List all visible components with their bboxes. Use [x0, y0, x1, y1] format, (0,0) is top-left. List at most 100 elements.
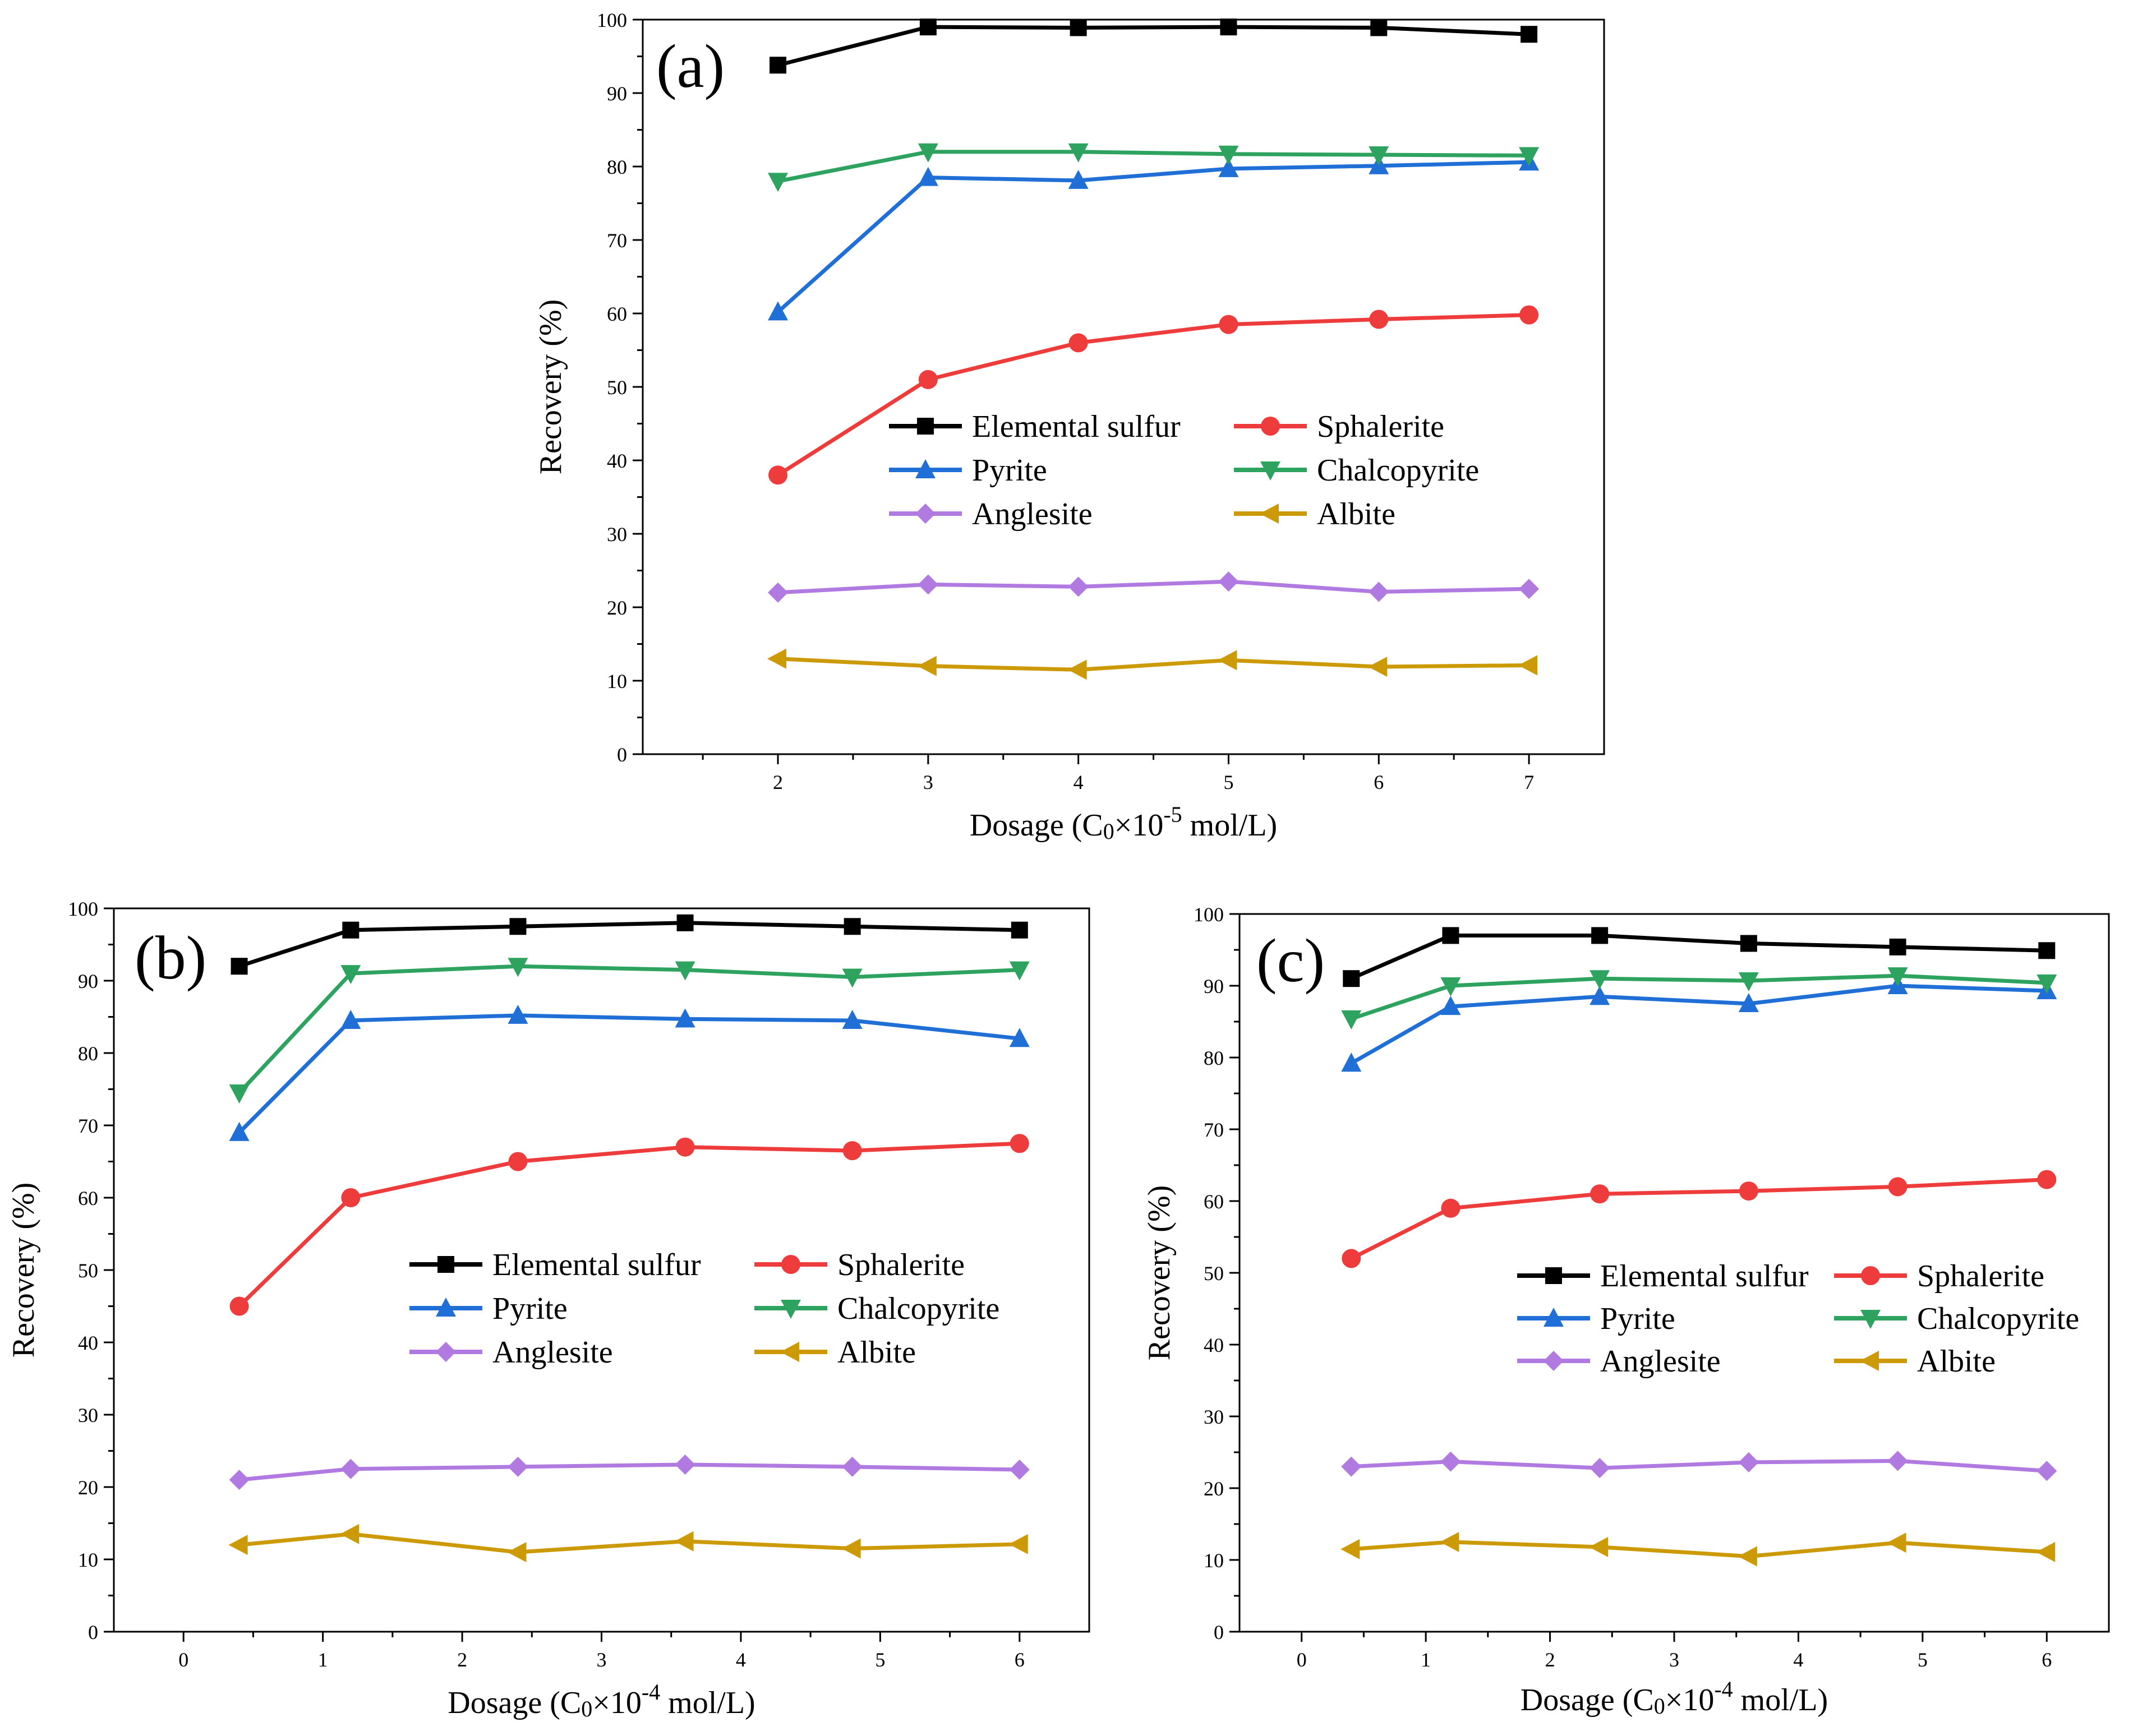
data-point-chalcopyrite	[675, 961, 695, 981]
y-tick-label: 20	[1204, 1478, 1224, 1500]
data-point-anglesite	[1440, 1451, 1461, 1472]
y-tick-label: 30	[1204, 1406, 1224, 1428]
y-tick-label: 80	[1204, 1047, 1224, 1069]
x-tick-label: 0	[1297, 1649, 1307, 1671]
x-tick-label: 5	[1918, 1649, 1928, 1671]
legend-marker-elemental-sulfur	[1545, 1267, 1562, 1284]
data-point-anglesite	[1341, 1456, 1362, 1477]
data-point-albite	[674, 1531, 694, 1552]
data-point-pyrite	[1218, 158, 1239, 177]
panel-label: (b)	[135, 924, 206, 992]
y-tick-label: 30	[607, 523, 627, 546]
panel-label: (a)	[656, 32, 725, 100]
data-point-albite	[228, 1535, 248, 1555]
legend-label-anglesite: Anglesite	[1600, 1344, 1721, 1379]
data-point-anglesite	[1589, 1458, 1610, 1479]
y-tick-label: 50	[78, 1259, 98, 1282]
y-tick-label: 10	[1204, 1549, 1224, 1572]
legend-marker-chalcopyrite	[781, 1300, 801, 1319]
data-point-pyrite	[1440, 996, 1461, 1015]
data-point-sphalerite	[1590, 1184, 1610, 1204]
data-point-chalcopyrite	[1068, 143, 1089, 163]
data-point-elemental-sulfur	[919, 19, 937, 36]
legend-label-sphalerite: Sphalerite	[1917, 1259, 2044, 1294]
data-point-elemental-sulfur	[676, 914, 694, 931]
data-point-elemental-sulfur	[1220, 19, 1237, 36]
y-tick-label: 60	[78, 1187, 98, 1209]
data-point-chalcopyrite	[1589, 970, 1610, 990]
y-tick-label: 50	[1204, 1262, 1224, 1285]
legend-marker-sphalerite	[1261, 417, 1280, 436]
y-tick-label: 0	[617, 744, 627, 766]
x-tick-label: 4	[1793, 1649, 1803, 1671]
y-axis-label: Recovery (%)	[1142, 1185, 1177, 1361]
data-point-albite	[1008, 1534, 1028, 1554]
data-point-sphalerite	[1369, 310, 1389, 329]
data-point-anglesite	[768, 582, 789, 603]
data-point-pyrite	[1589, 986, 1610, 1005]
x-tick-label: 4	[736, 1649, 746, 1671]
data-point-sphalerite	[768, 465, 788, 485]
y-tick-label: 20	[78, 1476, 98, 1499]
series-line-albite	[239, 1532, 1020, 1554]
legend-marker-albite	[780, 1342, 799, 1362]
data-point-chalcopyrite	[229, 1084, 250, 1104]
legend-marker-albite	[1860, 1351, 1879, 1371]
legend-marker-elemental-sulfur	[917, 418, 934, 435]
series-line-chalcopyrite	[238, 964, 1020, 1095]
data-point-sphalerite	[229, 1296, 249, 1316]
x-tick-label: 3	[923, 771, 933, 793]
data-point-sphalerite	[842, 1141, 862, 1161]
data-point-anglesite	[1369, 581, 1389, 602]
data-point-albite	[1368, 657, 1388, 677]
y-tick-label: 0	[1214, 1621, 1224, 1643]
series-line-pyrite	[238, 1013, 1020, 1134]
legend-label-elemental-sulfur: Elemental sulfur	[1600, 1259, 1809, 1294]
data-point-elemental-sulfur	[2038, 942, 2056, 959]
x-tick-label: 2	[457, 1649, 467, 1671]
data-point-anglesite	[1887, 1451, 1908, 1471]
data-point-pyrite	[508, 1004, 528, 1024]
data-point-sphalerite	[675, 1137, 695, 1157]
data-point-anglesite	[1738, 1452, 1759, 1472]
y-tick-label: 10	[78, 1549, 98, 1571]
data-point-chalcopyrite	[1341, 1010, 1362, 1029]
x-tick-label: 5	[875, 1649, 885, 1671]
x-tick-label: 1	[318, 1649, 328, 1671]
series-line-elemental-sulfur	[1350, 933, 2047, 981]
series-line-anglesite	[239, 1462, 1020, 1482]
series-line-albite	[777, 657, 1529, 672]
data-point-anglesite	[1009, 1460, 1030, 1480]
legend-label-albite: Albite	[837, 1335, 916, 1370]
data-point-pyrite	[1341, 1052, 1362, 1072]
data-point-sphalerite	[2037, 1170, 2057, 1189]
y-tick-label: 90	[1204, 975, 1224, 998]
data-point-elemental-sulfur	[1011, 921, 1028, 939]
data-point-elemental-sulfur	[509, 918, 527, 935]
data-point-anglesite	[2037, 1461, 2057, 1481]
data-point-pyrite	[1738, 993, 1759, 1012]
series-line-pyrite	[1350, 984, 2047, 1065]
data-point-chalcopyrite	[1218, 145, 1239, 165]
x-tick-label: 3	[1669, 1649, 1679, 1671]
data-point-anglesite	[1218, 571, 1239, 592]
y-tick-label: 0	[88, 1621, 98, 1643]
data-point-elemental-sulfur	[770, 57, 787, 74]
data-point-pyrite	[768, 301, 789, 321]
chart-panel-c: 0 10 20 30 40 50 60 70 80 90 100 0 1 2 3 4 5 6 Recovery (%…	[1142, 903, 2110, 1719]
data-point-chalcopyrite	[1440, 977, 1461, 996]
series-line-chalcopyrite	[777, 150, 1529, 183]
y-tick-label: 40	[1204, 1334, 1224, 1356]
y-tick-label: 70	[1204, 1119, 1224, 1141]
data-point-albite	[1738, 1546, 1757, 1567]
data-point-albite	[1067, 659, 1087, 680]
data-point-albite	[2036, 1541, 2056, 1562]
y-tick-label: 70	[78, 1115, 98, 1137]
x-tick-label: 6	[1015, 1649, 1025, 1671]
legend-label-albite: Albite	[1317, 497, 1395, 532]
data-point-pyrite	[1009, 1028, 1030, 1047]
data-point-pyrite	[918, 167, 938, 186]
data-point-chalcopyrite	[1009, 961, 1030, 981]
series-line-albite	[1351, 1540, 2047, 1559]
